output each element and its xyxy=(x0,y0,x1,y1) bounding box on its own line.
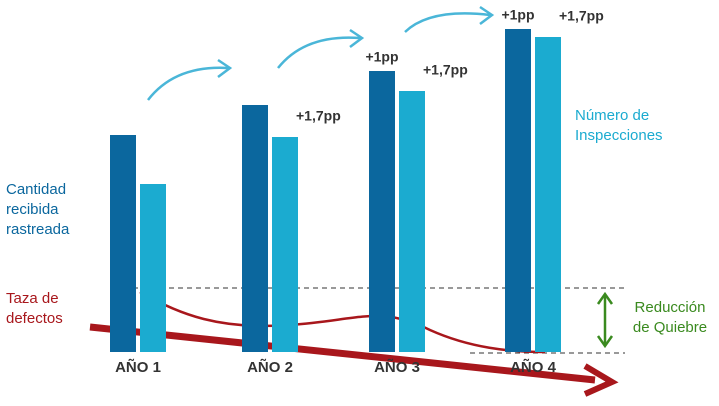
bar-annotation: +1,7pp xyxy=(296,108,341,124)
legend-label: Cantidad xyxy=(6,181,66,198)
progress-arrows xyxy=(147,5,495,101)
bar xyxy=(399,91,425,352)
legend-label: recibida xyxy=(6,201,59,218)
bar xyxy=(272,137,298,352)
bar xyxy=(140,184,166,352)
bar xyxy=(369,71,395,352)
defect-curve xyxy=(139,290,546,354)
reduction-label: Reducción xyxy=(635,299,706,316)
reduction-label: de Quiebre xyxy=(633,319,707,336)
reduction-arrow xyxy=(596,291,614,349)
x-tick-label: AÑO 4 xyxy=(510,358,557,376)
legend-label: Número de xyxy=(575,107,649,124)
defect-trend-arrow xyxy=(89,323,596,384)
x-tick-label: AÑO 2 xyxy=(247,358,293,376)
bar xyxy=(110,135,136,352)
defect-label: Taza de xyxy=(6,290,59,307)
bar-annotation: +1,7pp xyxy=(559,8,604,24)
x-tick-label: AÑO 3 xyxy=(374,358,420,376)
bar-annotation: +1pp xyxy=(365,49,398,65)
bar xyxy=(535,37,561,352)
legend-label: Inspecciones xyxy=(575,127,663,144)
bar xyxy=(505,29,531,352)
defect-trend-arrowhead xyxy=(583,363,619,397)
bar-annotation: +1,7pp xyxy=(423,62,468,78)
legend-label: rastreada xyxy=(6,221,70,238)
bar xyxy=(242,105,268,352)
bar-annotation: +1pp xyxy=(501,7,534,23)
x-tick-label: AÑO 1 xyxy=(115,358,161,376)
defect-label: defectos xyxy=(6,310,63,327)
